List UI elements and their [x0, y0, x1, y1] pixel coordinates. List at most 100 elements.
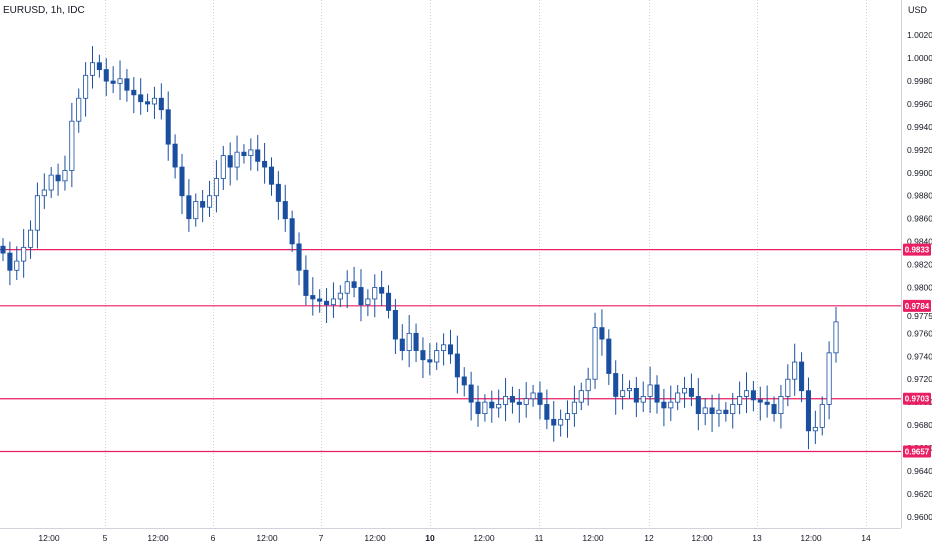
y-tick-label: 0.9620: [907, 489, 932, 499]
candle: [778, 384, 784, 429]
candle-body-down: [351, 281, 357, 288]
candle: [599, 309, 605, 356]
candle: [206, 180, 213, 217]
y-tick-label: 0.9740: [907, 351, 932, 361]
candle: [640, 381, 646, 412]
candle-body-down: [385, 292, 392, 311]
candle: [289, 210, 295, 252]
candle-body-down: [96, 62, 102, 71]
candle-body-up: [743, 390, 750, 397]
x-tick-label: 12:00: [473, 533, 495, 543]
candle: [220, 145, 226, 191]
candle: [564, 400, 571, 438]
y-tick-label: 0.9900: [907, 168, 932, 178]
candle-body-up: [702, 407, 708, 415]
candle-body-up: [503, 396, 509, 405]
candle: [544, 389, 550, 430]
candle-body-up: [193, 201, 199, 220]
candle: [764, 385, 770, 418]
candle-body-down: [358, 287, 364, 306]
candle-body-up: [234, 151, 240, 168]
candle: [743, 372, 750, 414]
y-tick-label: 0.9980: [907, 76, 932, 86]
candle: [523, 382, 529, 418]
y-tick-label: 0.9720: [907, 374, 932, 384]
price-label: 0.9703: [905, 395, 930, 404]
candle: [358, 269, 364, 322]
candle: [365, 289, 371, 317]
candle-body-down: [399, 338, 405, 351]
candle: [83, 62, 89, 117]
candle-body-up: [682, 387, 688, 394]
candle: [750, 380, 756, 412]
y-tick-label: 0.9920: [907, 145, 932, 155]
x-tick-label: 12:00: [364, 533, 386, 543]
x-tick-label: 12:00: [147, 533, 169, 543]
candle-body-up: [34, 195, 40, 231]
candle-body-down: [268, 166, 275, 185]
candle-body-up: [737, 396, 743, 405]
candle-body-down: [468, 384, 474, 403]
candle-body-up: [558, 418, 564, 426]
candle-body-down: [7, 252, 13, 271]
candle: [296, 232, 302, 286]
x-axis: 12:00 5 12:00 6 12:00 7 12:00 10 12:00 11 12:00 12 1…: [38, 533, 871, 543]
candle-body-up: [14, 260, 20, 271]
y-tick-label: 0.9775: [907, 311, 932, 321]
candle: [124, 69, 130, 102]
candle: [0, 238, 6, 262]
candle-body-up: [620, 390, 626, 397]
candle: [89, 46, 96, 89]
candle-body-down: [110, 80, 116, 84]
candle-body-up: [344, 281, 350, 294]
candle-body-down: [723, 409, 729, 415]
candle-body-up: [592, 327, 598, 380]
candle-body-up: [337, 292, 343, 300]
candle-body-down: [392, 310, 398, 340]
y-tick-label: 0.9760: [907, 328, 932, 338]
candle: [613, 360, 619, 415]
candle: [447, 329, 454, 364]
candle: [317, 289, 323, 313]
candle-body-up: [647, 384, 653, 397]
candle: [282, 184, 288, 232]
candle: [28, 220, 34, 259]
y-tick-label: 0.9800: [907, 282, 932, 292]
candle: [62, 155, 68, 191]
candle: [324, 288, 330, 324]
candle: [454, 335, 460, 394]
candle-body-up: [585, 378, 591, 392]
candle: [385, 285, 392, 319]
candle: [303, 255, 309, 306]
candle: [131, 77, 137, 114]
candle: [69, 102, 75, 188]
candle: [585, 367, 591, 406]
candle-body-up: [365, 298, 371, 306]
candle: [688, 373, 694, 407]
candle-body-down: [172, 143, 178, 168]
candle: [213, 160, 219, 213]
candle-body-down: [661, 401, 667, 409]
candle-body-up: [792, 361, 798, 380]
candle-body-up: [206, 195, 213, 208]
candle-body-up: [716, 409, 722, 415]
candle: [110, 66, 116, 94]
candle: [475, 385, 481, 427]
price-label: 0.9784: [905, 302, 930, 311]
candle-body-up: [785, 378, 791, 397]
candle-body-up: [626, 387, 633, 392]
candle: [716, 393, 722, 427]
candle-body-up: [675, 392, 681, 403]
x-tick-label: 12:00: [800, 533, 822, 543]
candle: [234, 135, 240, 181]
candle: [34, 182, 40, 249]
candle: [489, 390, 495, 423]
price-label-bg: [903, 445, 931, 458]
candle: [702, 398, 708, 426]
x-tick-label: 12: [644, 533, 654, 543]
candle-body-down: [420, 350, 426, 361]
candle-body-down: [413, 332, 419, 351]
y-tick-label: 0.9840: [907, 237, 932, 247]
